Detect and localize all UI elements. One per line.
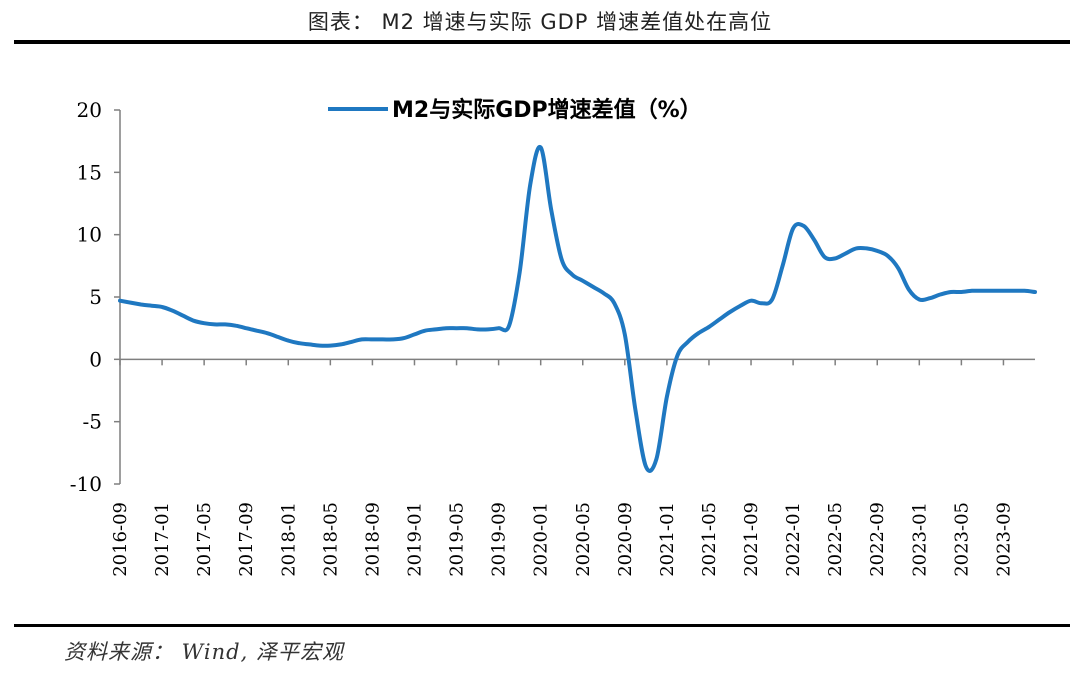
x-tick-label: 2021-09 <box>741 502 762 577</box>
x-tick-label: 2020-01 <box>531 502 552 577</box>
source-note: 资料来源： Wind, 泽平宏观 <box>64 640 344 664</box>
x-tick-label: 2018-01 <box>278 502 299 577</box>
x-tick-labels: 2016-09 2017-01 2017-05 2017-09 2018-01 2018-… <box>110 502 1014 577</box>
x-tick-label: 2022-05 <box>825 502 846 577</box>
x-tick-label: 2016-09 <box>110 502 131 577</box>
y-tick-label: -10 <box>70 472 102 496</box>
chart-axes <box>114 109 1035 485</box>
x-tick-label: 2018-09 <box>362 502 383 577</box>
x-tick-label: 2023-05 <box>951 502 972 577</box>
legend-label: M2与实际GDP增速差值（%） <box>392 97 702 123</box>
chart-figure-title: 图表： M2 增速与实际 GDP 增速差值处在高位 <box>307 10 773 34</box>
x-tick-label: 2017-01 <box>152 502 173 577</box>
bottom-rule <box>14 624 1070 627</box>
x-tick-label: 2023-01 <box>909 502 930 577</box>
y-tick-label: 5 <box>89 285 102 309</box>
y-tick-label: 10 <box>77 223 102 247</box>
x-tick-label: 2020-09 <box>615 502 636 577</box>
x-tick-label: 2017-09 <box>236 502 257 577</box>
x-tick-label: 2019-09 <box>489 502 510 577</box>
y-tick-labels: 20 15 10 5 0 -5 -10 <box>70 98 102 496</box>
x-tick-label: 2022-01 <box>783 502 804 577</box>
y-tick-label: 15 <box>77 160 102 184</box>
x-tick-label: 2019-05 <box>447 502 468 577</box>
x-tick-label: 2020-05 <box>573 502 594 577</box>
series-line-m2-gdp-gap <box>118 144 1037 473</box>
x-tick-label: 2017-05 <box>194 502 215 577</box>
y-tick-label: 0 <box>89 347 102 371</box>
x-tick-label: 2022-09 <box>867 502 888 577</box>
x-tick-label: 2021-05 <box>699 502 720 577</box>
x-tick-label: 2021-01 <box>657 502 678 577</box>
x-tick-label: 2019-01 <box>404 502 425 577</box>
x-tick-label: 2018-05 <box>320 502 341 577</box>
chart-legend: M2与实际GDP增速差值（%） <box>328 97 702 123</box>
top-rule <box>14 40 1070 44</box>
y-tick-label: 20 <box>77 98 102 122</box>
x-tick-label: 2023-09 <box>993 502 1014 577</box>
y-tick-label: -5 <box>83 410 102 434</box>
